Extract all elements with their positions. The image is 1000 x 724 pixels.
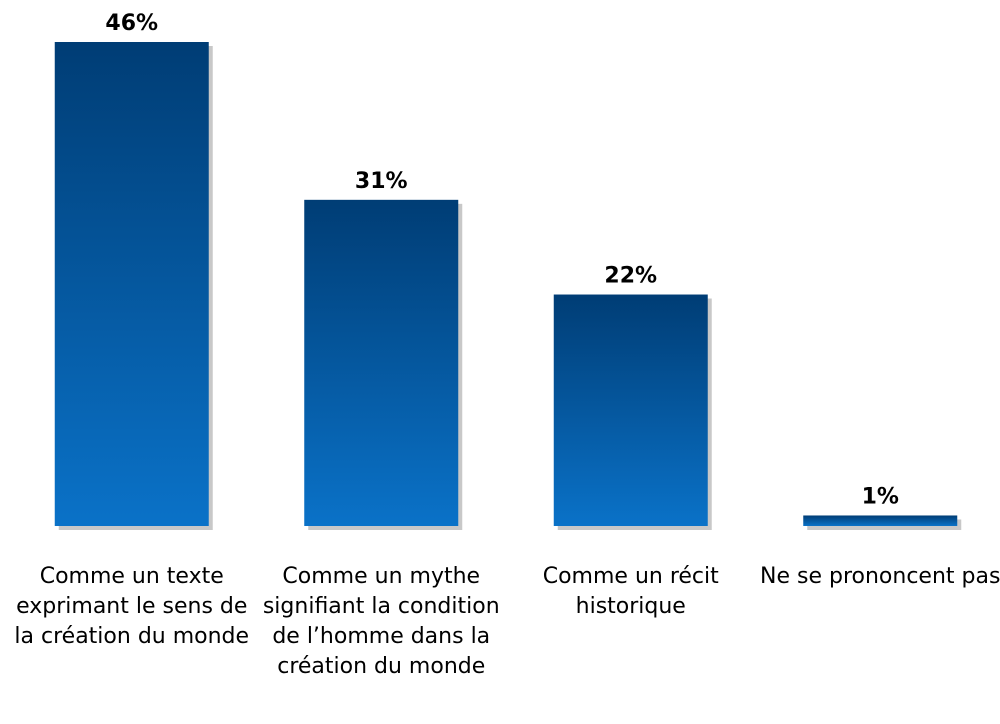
category-label: Ne se prononcent pas (760, 564, 1000, 589)
bar (54, 42, 209, 526)
bar (304, 199, 459, 526)
category-label: Comme un mythe signifiant la condition d… (262, 564, 500, 679)
category-label: Comme un texte exprimant le sens de la c… (14, 564, 250, 649)
category-label: Comme un récit historique (542, 564, 719, 619)
value-label: 22% (604, 264, 657, 289)
bar (803, 515, 958, 526)
value-label: 31% (355, 169, 408, 194)
value-label: 46% (105, 11, 158, 36)
value-label: 1% (862, 484, 899, 509)
bar (553, 294, 708, 526)
